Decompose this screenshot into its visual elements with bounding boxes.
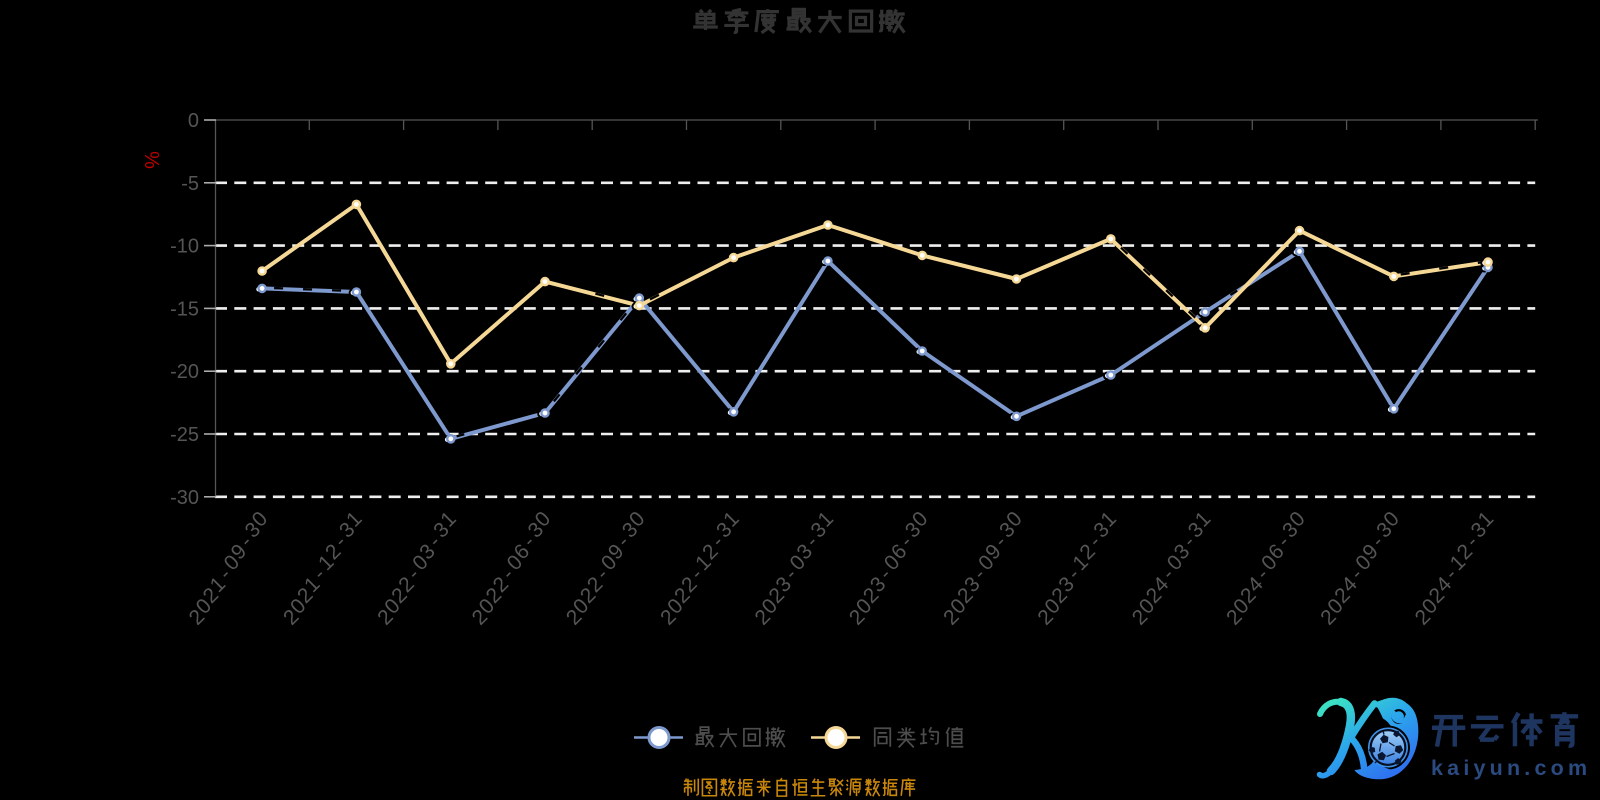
svg-text:-5: -5 [181,173,199,195]
svg-text:-25: -25 [170,424,199,446]
svg-text:-20: -20 [170,361,199,383]
svg-text:%: % [140,151,162,169]
svg-text:kaiyun.com: kaiyun.com [1431,756,1591,780]
svg-text:0: 0 [188,110,199,132]
svg-text:-30: -30 [170,487,199,509]
svg-text:-10: -10 [170,236,199,258]
svg-text:-15: -15 [170,298,199,320]
